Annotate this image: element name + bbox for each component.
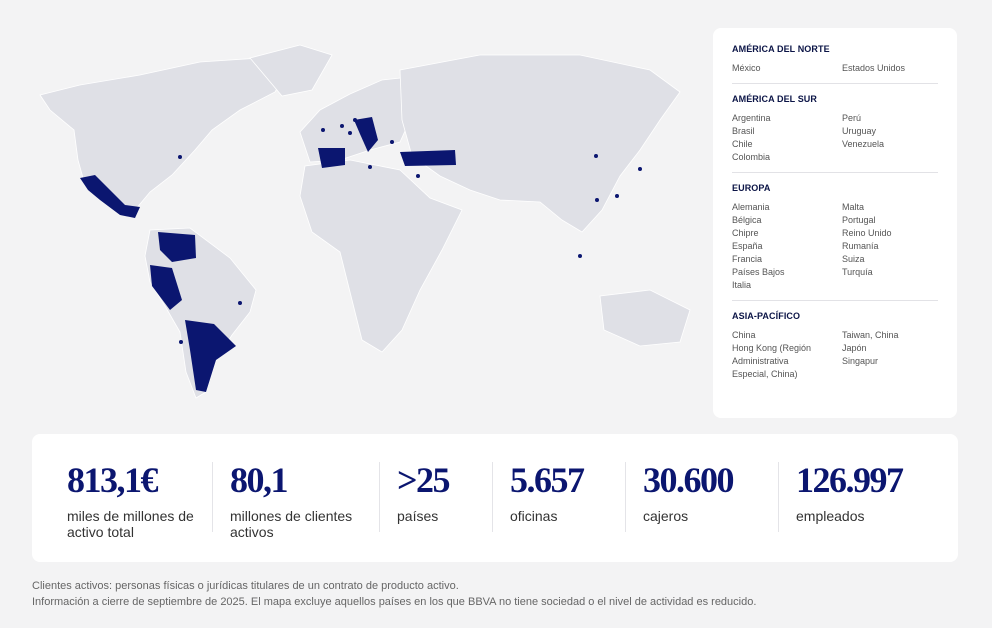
- country-name: Países Bajos: [732, 267, 785, 277]
- country-name: Taiwan, China: [842, 330, 899, 340]
- stat-value: 30.600: [643, 460, 735, 500]
- country-name: Malta: [842, 202, 865, 212]
- region-title: AMÉRICA DEL NORTE: [732, 44, 830, 54]
- country-italy: [354, 117, 378, 152]
- africa: [299, 159, 463, 353]
- country-name: Reino Unido: [842, 228, 892, 238]
- stat-value: 5.657: [510, 460, 585, 500]
- country-name: China: [732, 330, 756, 340]
- stat-item: 30.600 cajeros: [643, 460, 773, 524]
- country-name: Chipre: [732, 228, 759, 238]
- country-argentina: [185, 320, 236, 392]
- stat-label: oficinas: [510, 508, 558, 524]
- asia: [399, 54, 681, 233]
- region-title: ASIA-PACÍFICO: [732, 311, 801, 321]
- country-name: Singapur: [842, 356, 879, 366]
- country-name: México: [732, 63, 761, 73]
- country-name: Brasil: [732, 126, 755, 136]
- stat-label: países: [397, 508, 439, 524]
- country-name: Suiza: [842, 254, 865, 264]
- country-peru: [150, 265, 182, 310]
- legend-region: ASIA-PACÍFICO China Hong Kong (Región Admin…: [732, 311, 938, 389]
- country-name: Colombia: [732, 152, 771, 162]
- stat-item: 813,1€ miles de millones de activo total: [67, 460, 227, 540]
- stat-value: 126.997: [796, 460, 904, 500]
- world-map: [39, 44, 691, 399]
- country-name: Francia: [732, 254, 763, 264]
- key-figures: 813,1€ miles de millones de activo total 8…: [32, 434, 958, 562]
- north-america: [39, 57, 291, 216]
- legend-region: AMÉRICA DEL NORTE México Estados Unidos: [732, 44, 938, 84]
- divider: [778, 462, 779, 532]
- stat-item: 5.657 oficinas: [510, 460, 620, 524]
- stat-value: >25: [397, 460, 451, 500]
- country-name: Rumanía: [842, 241, 879, 251]
- stat-item: 80,1 millones de clientes activos: [230, 460, 380, 540]
- footnote: Información a cierre de septiembre de 20…: [32, 596, 757, 608]
- country-name: Turquía: [842, 267, 873, 277]
- australia: [599, 289, 691, 347]
- stat-label: cajeros: [643, 508, 689, 524]
- country-name: España: [732, 241, 763, 251]
- country-name: Uruguay: [842, 126, 877, 136]
- stat-label: empleados: [796, 508, 865, 524]
- greenland: [249, 44, 333, 97]
- country-name: Italia: [732, 280, 752, 290]
- stat-value: 813,1€: [67, 460, 159, 500]
- country-name: Japón: [842, 343, 867, 353]
- country-name: Venezuela: [842, 139, 885, 149]
- footnote: Clientes activos: personas físicas o jur…: [32, 580, 459, 592]
- stat-item: >25 países: [397, 460, 487, 524]
- stat-label: miles de millones de activo total: [67, 508, 194, 540]
- stat-value: 80,1: [230, 460, 289, 500]
- stat-item: 126.997 empleados: [796, 460, 936, 524]
- country-name: Hong Kong (Región: [732, 343, 812, 353]
- footnotes: Clientes activos: personas físicas o jur…: [32, 578, 756, 610]
- country-name: Perú: [842, 113, 862, 123]
- country-name: Bélgica: [732, 215, 762, 225]
- country-turkey: [400, 150, 456, 166]
- country-name: Alemania: [732, 202, 770, 212]
- country-colombia-venezuela: [158, 232, 196, 262]
- country-mexico: [80, 175, 140, 218]
- country-name: Portugal: [842, 215, 876, 225]
- region-title: AMÉRICA DEL SUR: [732, 94, 818, 104]
- region-title: EUROPA: [732, 183, 771, 193]
- country-legend: AMÉRICA DEL NORTE México Estados Unidos AMÉ…: [713, 28, 957, 418]
- country-name: Chile: [732, 139, 753, 149]
- country-name: Argentina: [732, 113, 771, 123]
- legend-region: EUROPA Alemania Bélgica Chipre España Francia…: [732, 183, 938, 301]
- divider: [492, 462, 493, 532]
- divider: [212, 462, 213, 532]
- divider: [379, 462, 380, 532]
- divider: [625, 462, 626, 532]
- country-name: Estados Unidos: [842, 63, 906, 73]
- country-spain: [318, 148, 345, 168]
- country-name: Especial, China): [732, 369, 798, 379]
- legend-region: AMÉRICA DEL SUR Argentina Brasil Chile Colom…: [732, 94, 938, 173]
- stat-label: millones de clientes activos: [230, 508, 353, 540]
- country-name: Administrativa: [732, 356, 789, 366]
